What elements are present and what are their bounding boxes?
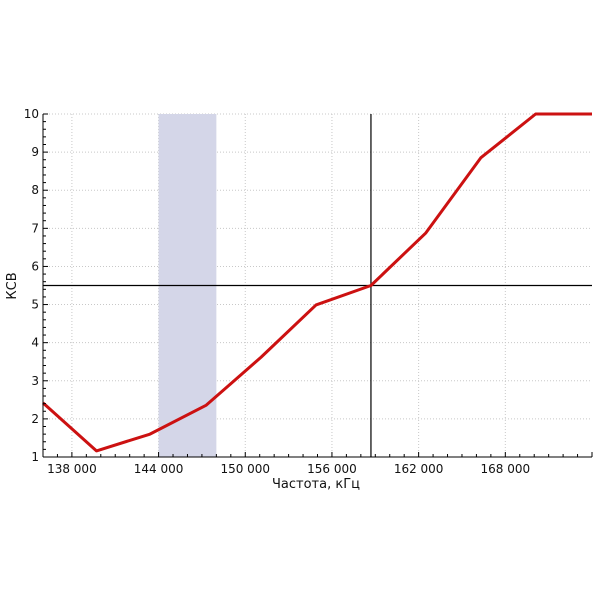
y-axis-label: КСВ (5, 272, 20, 299)
y-tick-label: 6 (31, 259, 39, 273)
series-line (41, 112, 592, 453)
y-tick-label: 8 (31, 183, 39, 197)
y-tick-label: 2 (31, 412, 39, 426)
x-tick-label: 162 000 (394, 462, 444, 476)
y-tick-label: 4 (31, 336, 39, 350)
x-tick-label: 150 000 (220, 462, 270, 476)
axes (42, 113, 593, 458)
y-tick-label: 10 (24, 107, 39, 121)
y-tick-label: 3 (31, 374, 39, 388)
y-tick-label: 1 (31, 450, 39, 464)
y-tick-label: 5 (31, 298, 39, 312)
x-tick-label: 144 000 (134, 462, 184, 476)
tick-labels: 1 2 3 4 5 6 7 8 9 10 138 000 144 000 150 000 156 000 1… (24, 107, 530, 476)
y-tick-label: 9 (31, 145, 39, 159)
x-tick-label: 156 000 (307, 462, 357, 476)
x-tick-label: 138 000 (47, 462, 97, 476)
x-axis-label: Частота, кГц (272, 477, 360, 492)
y-tick-label: 7 (31, 221, 39, 235)
crosshair (43, 114, 592, 457)
x-tick-label: 168 000 (481, 462, 531, 476)
